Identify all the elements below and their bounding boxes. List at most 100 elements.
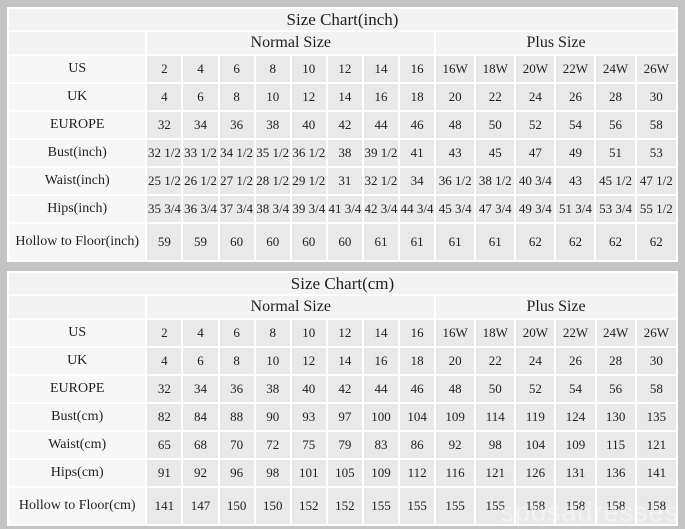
cell-value: 55 1/2 xyxy=(634,194,679,224)
cell-value: 6 xyxy=(181,82,220,112)
cell-value: 36 1/2 xyxy=(289,138,328,168)
cell-value: 10 xyxy=(253,346,292,376)
cell-value: 39 3/4 xyxy=(289,194,328,224)
cell-value: 83 xyxy=(361,430,401,460)
cell-value: 44 xyxy=(361,374,401,404)
cell-value: 93 xyxy=(289,402,328,432)
cell-value: 6 xyxy=(217,318,256,348)
size-chart-cm-table: Size Chart(cm) Normal Size Plus Size US 2… xyxy=(6,271,679,526)
cell-value: 158 xyxy=(554,486,597,526)
cell-value: 116 xyxy=(434,458,477,488)
cell-value: 14 xyxy=(361,54,401,84)
cell-value: 14 xyxy=(325,82,364,112)
cell-value: 32 1/2 xyxy=(361,166,401,196)
table-title: Size Chart(cm) xyxy=(7,271,678,296)
table-row: Bust(inch) 32 1/2 33 1/2 34 1/2 35 1/2 36 1/2… xyxy=(6,138,679,168)
cell-value: 155 xyxy=(434,486,477,526)
cell-value: 4 xyxy=(181,318,220,348)
cell-value: 24W xyxy=(594,318,637,348)
cell-value: 104 xyxy=(398,402,437,432)
cell-value: 22 xyxy=(474,82,517,112)
row-label: EUROPE xyxy=(6,110,148,140)
cell-value: 18 xyxy=(398,82,437,112)
cell-value: 31 xyxy=(325,166,364,196)
row-label: Bust(cm) xyxy=(6,402,148,432)
cell-value: 61 xyxy=(434,222,477,262)
cell-value: 27 1/2 xyxy=(217,166,256,196)
cell-value: 39 1/2 xyxy=(361,138,401,168)
table-title-row: Size Chart(cm) xyxy=(7,271,678,296)
cell-value: 6 xyxy=(181,346,220,376)
table-row: Hips(inch) 35 3/4 36 3/4 37 3/4 38 3/4 39 3/4… xyxy=(6,194,679,224)
cell-value: 68 xyxy=(181,430,220,460)
row-label: Hollow to Floor(cm) xyxy=(6,486,148,526)
cell-value: 82 xyxy=(145,402,184,432)
cell-value: 90 xyxy=(253,402,292,432)
cell-value: 109 xyxy=(434,402,477,432)
plus-size-header: Plus Size xyxy=(434,30,678,56)
cell-value: 30 xyxy=(634,346,679,376)
cell-value: 158 xyxy=(514,486,557,526)
cell-value: 135 xyxy=(634,402,679,432)
cell-value: 32 xyxy=(145,374,184,404)
row-label: UK xyxy=(6,346,148,376)
cell-value: 44 3/4 xyxy=(398,194,437,224)
cell-value: 38 3/4 xyxy=(253,194,292,224)
cell-value: 100 xyxy=(361,402,401,432)
cell-value: 155 xyxy=(361,486,401,526)
cell-value: 22 xyxy=(474,346,517,376)
cell-value: 35 1/2 xyxy=(253,138,292,168)
cell-value: 25 1/2 xyxy=(145,166,184,196)
cell-value: 109 xyxy=(554,430,597,460)
cell-value: 155 xyxy=(398,486,437,526)
cell-value: 70 xyxy=(217,430,256,460)
table-row: Bust(cm) 82 84 88 90 93 97 100 104 109 114 119 124 13… xyxy=(6,402,679,432)
cell-value: 18W xyxy=(474,318,517,348)
cell-value: 75 xyxy=(289,430,328,460)
table-row: Waist(cm) 65 68 70 72 75 79 83 86 92 98 104 109 115 12… xyxy=(6,430,679,460)
cell-value: 32 1/2 xyxy=(145,138,184,168)
cell-value: 42 3/4 xyxy=(361,194,401,224)
cell-value: 38 xyxy=(325,138,364,168)
cell-value: 36 xyxy=(217,110,256,140)
cell-value: 88 xyxy=(217,402,256,432)
cell-value: 65 xyxy=(145,430,184,460)
cell-value: 12 xyxy=(289,82,328,112)
cell-value: 101 xyxy=(289,458,328,488)
cell-value: 24 xyxy=(514,82,557,112)
cell-value: 18W xyxy=(474,54,517,84)
cell-value: 8 xyxy=(253,54,292,84)
cell-value: 61 xyxy=(361,222,401,262)
cell-value: 59 xyxy=(181,222,220,262)
cell-value: 61 xyxy=(474,222,517,262)
cell-value: 30 xyxy=(634,82,679,112)
cell-value: 28 xyxy=(594,82,637,112)
cell-value: 6 xyxy=(217,54,256,84)
cell-value: 92 xyxy=(181,458,220,488)
cell-value: 79 xyxy=(325,430,364,460)
cell-value: 121 xyxy=(634,430,679,460)
cell-value: 12 xyxy=(325,318,364,348)
cell-value: 20W xyxy=(514,318,557,348)
cell-value: 37 3/4 xyxy=(217,194,256,224)
cell-value: 14 xyxy=(325,346,364,376)
cell-value: 34 xyxy=(398,166,437,196)
cell-value: 56 xyxy=(594,374,637,404)
table-row: US 2 4 6 8 10 12 14 16 16W 18W 20W 22W 24W 26W xyxy=(6,318,679,348)
cell-value: 152 xyxy=(325,486,364,526)
cell-value: 51 xyxy=(594,138,637,168)
row-label: Hips(cm) xyxy=(6,458,148,488)
cell-value: 51 3/4 xyxy=(554,194,597,224)
cell-value: 40 3/4 xyxy=(514,166,557,196)
cell-value: 26W xyxy=(634,318,679,348)
cell-value: 16W xyxy=(434,54,477,84)
cell-value: 34 xyxy=(181,110,220,140)
cell-value: 97 xyxy=(325,402,364,432)
cell-value: 62 xyxy=(594,222,637,262)
cell-value: 14 xyxy=(361,318,401,348)
row-label: US xyxy=(6,54,148,84)
cell-value: 58 xyxy=(634,374,679,404)
cell-value: 22W xyxy=(554,318,597,348)
cell-value: 121 xyxy=(474,458,517,488)
